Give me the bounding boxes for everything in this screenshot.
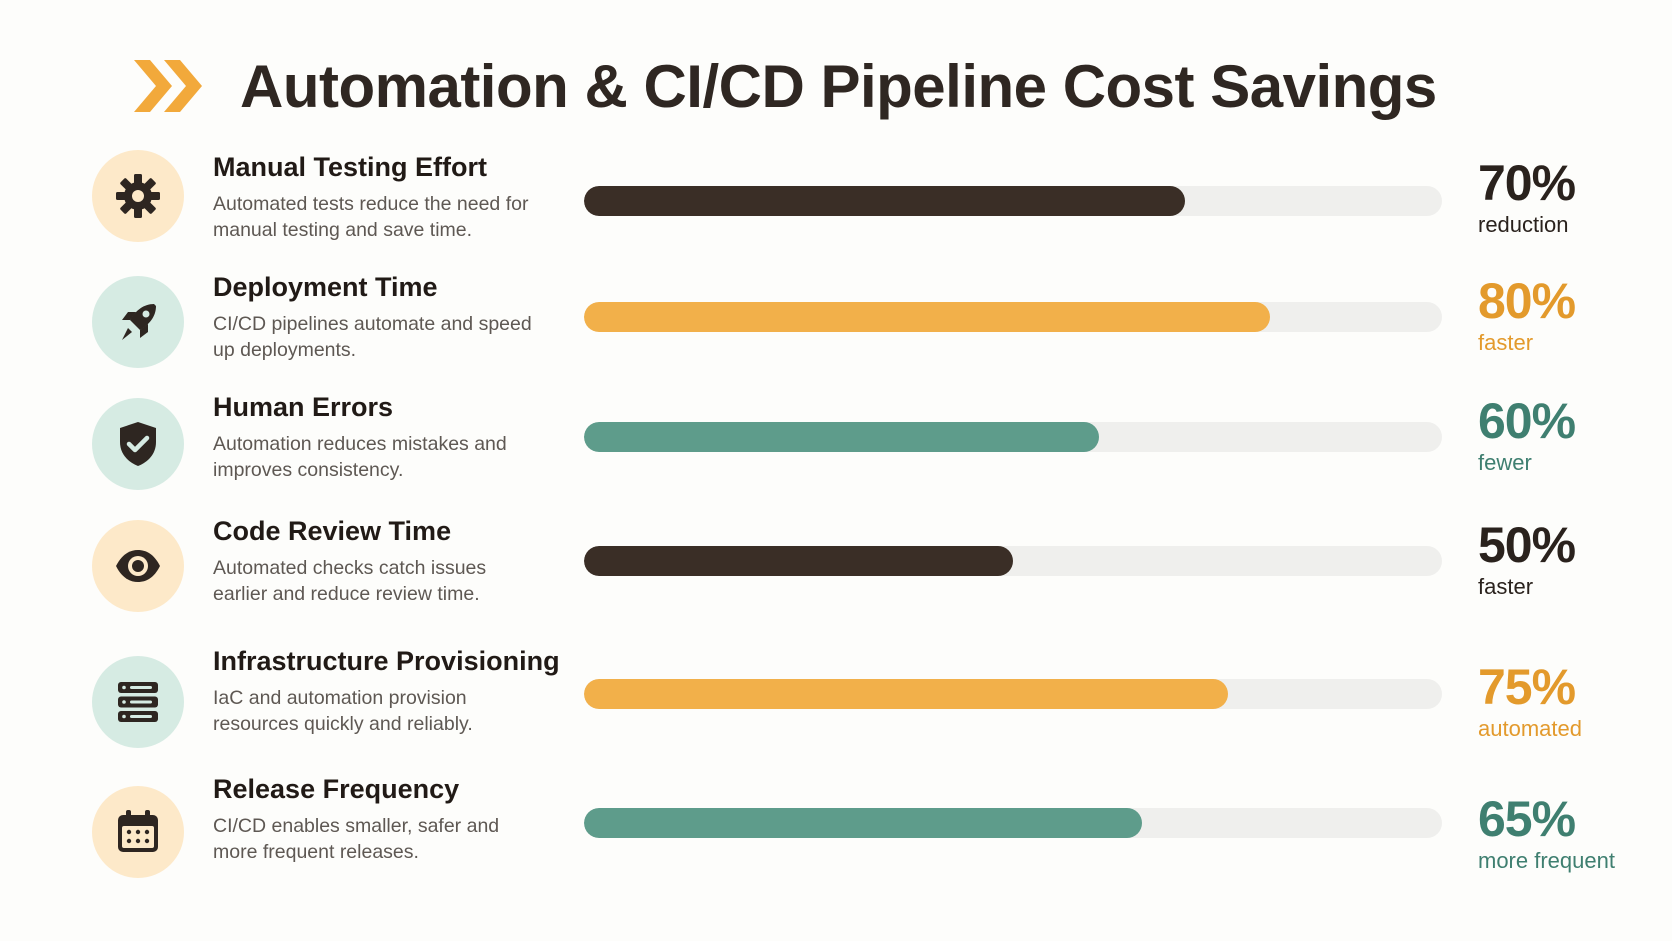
progress-fill xyxy=(584,546,1013,576)
metric-label: Human Errors Automation reduces mistakes… xyxy=(213,392,573,483)
page-header: Automation & CI/CD Pipeline Cost Savings xyxy=(134,46,1437,126)
metric-title: Deployment Time xyxy=(213,272,438,302)
calendar-icon xyxy=(118,810,158,852)
metric-value: 50% faster xyxy=(1478,518,1668,600)
metric-label: Release Frequency CI/CD enables smaller,… xyxy=(213,774,573,865)
metric-unit: more frequent xyxy=(1478,848,1615,873)
metric-value: 75% automated xyxy=(1478,660,1668,742)
metric-title: Infrastructure Provisioning xyxy=(213,646,560,676)
metric-row-release-frequency: Release Frequency CI/CD enables smaller,… xyxy=(0,774,1672,888)
metric-row-human-errors: Human Errors Automation reduces mistakes… xyxy=(0,390,1672,500)
metric-description: CI/CD enables smaller, safer and more fr… xyxy=(213,815,500,863)
metric-percent: 65% xyxy=(1478,791,1576,847)
metric-unit: reduction xyxy=(1478,212,1569,237)
metric-unit: faster xyxy=(1478,574,1534,599)
progress-track xyxy=(584,546,1442,576)
icon-circle xyxy=(92,150,184,242)
metric-percent: 75% xyxy=(1478,659,1576,715)
metric-title: Manual Testing Effort xyxy=(213,152,487,182)
progress-track xyxy=(584,422,1442,452)
progress-fill xyxy=(584,422,1099,452)
metric-unit: fewer xyxy=(1478,450,1532,475)
page-title: Automation & CI/CD Pipeline Cost Savings xyxy=(240,52,1437,120)
double-chevron-right-icon xyxy=(134,60,202,112)
metric-value: 80% faster xyxy=(1478,274,1668,356)
metric-unit: automated xyxy=(1478,716,1582,741)
eye-icon xyxy=(116,550,160,582)
shield-check-icon xyxy=(120,422,156,466)
metric-row-infrastructure: Infrastructure Provisioning IaC and auto… xyxy=(0,646,1672,756)
metric-percent: 50% xyxy=(1478,517,1576,573)
icon-circle xyxy=(92,656,184,748)
metric-value: 70% reduction xyxy=(1478,156,1668,238)
icon-circle xyxy=(92,520,184,612)
progress-track xyxy=(584,302,1442,332)
metric-title: Code Review Time xyxy=(213,516,452,546)
gear-icon xyxy=(116,174,160,218)
metric-row-deployment-time: Deployment Time CI/CD pipelines automate… xyxy=(0,266,1672,376)
metric-label: Infrastructure Provisioning IaC and auto… xyxy=(213,646,573,737)
icon-circle xyxy=(92,276,184,368)
metric-label: Deployment Time CI/CD pipelines automate… xyxy=(213,272,573,363)
metric-title: Human Errors xyxy=(213,392,394,422)
metric-row-code-review: Code Review Time Automated checks catch … xyxy=(0,516,1672,626)
progress-track xyxy=(584,186,1442,216)
metric-value: 60% fewer xyxy=(1478,394,1668,476)
metric-description: Automated checks catch issues earlier an… xyxy=(213,557,487,605)
metric-percent: 60% xyxy=(1478,393,1576,449)
icon-circle xyxy=(92,398,184,490)
progress-track xyxy=(584,679,1442,709)
metric-description: IaC and automation provision resources q… xyxy=(213,687,473,735)
metric-unit: faster xyxy=(1478,330,1534,355)
progress-fill xyxy=(584,186,1185,216)
icon-circle xyxy=(92,786,184,878)
metric-percent: 80% xyxy=(1478,273,1576,329)
metric-description: Automated tests reduce the need for manu… xyxy=(213,193,529,241)
progress-fill xyxy=(584,302,1271,332)
metric-label: Code Review Time Automated checks catch … xyxy=(213,516,573,607)
metric-row-manual-testing: Manual Testing Effort Automated tests re… xyxy=(0,148,1672,258)
metric-label: Manual Testing Effort Automated tests re… xyxy=(213,152,573,243)
metric-percent: 70% xyxy=(1478,155,1576,211)
metric-value: 65% more frequent xyxy=(1478,792,1668,874)
metric-description: Automation reduces mistakes and improves… xyxy=(213,433,507,481)
metric-description: CI/CD pipelines automate and speed up de… xyxy=(213,313,532,361)
progress-fill xyxy=(584,808,1142,838)
rocket-icon xyxy=(122,304,156,340)
progress-fill xyxy=(584,679,1228,709)
progress-track xyxy=(584,808,1442,838)
server-stack-icon xyxy=(118,682,158,722)
metric-title: Release Frequency xyxy=(213,774,460,804)
